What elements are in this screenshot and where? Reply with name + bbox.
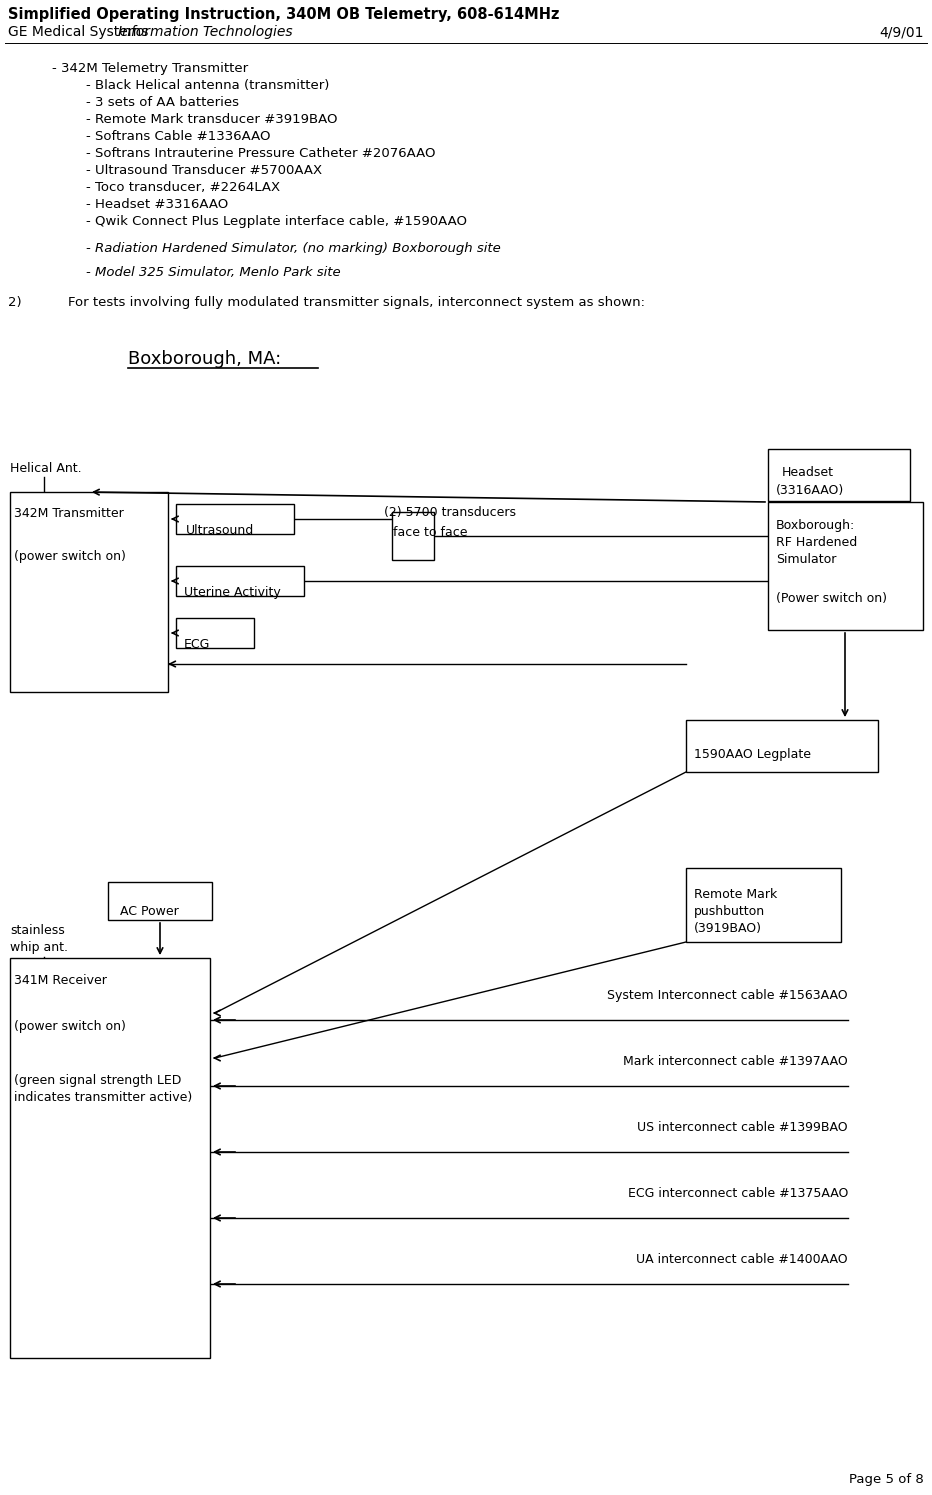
Text: Mark interconnect cable #1397AAO: Mark interconnect cable #1397AAO: [624, 1055, 848, 1067]
Text: - Toco transducer, #2264LAX: - Toco transducer, #2264LAX: [52, 181, 281, 194]
Text: - Model 325 Simulator, Menlo Park site: - Model 325 Simulator, Menlo Park site: [52, 266, 340, 280]
Text: Boxborough, MA:: Boxborough, MA:: [128, 350, 281, 368]
Bar: [176, 504, 294, 534]
Text: Headset: Headset: [782, 466, 834, 478]
Text: - Softrans Intrauterine Pressure Catheter #2076AAO: - Softrans Intrauterine Pressure Cathete…: [52, 147, 435, 160]
Text: 341M Receiver: 341M Receiver: [14, 975, 107, 987]
Text: indicates transmitter active): indicates transmitter active): [14, 1091, 192, 1103]
Bar: [10, 492, 168, 692]
Text: RF Hardened: RF Hardened: [776, 537, 857, 549]
Text: - Radiation Hardened Simulator, (no marking) Boxborough site: - Radiation Hardened Simulator, (no mark…: [52, 242, 500, 256]
Text: Helical Ant.: Helical Ant.: [10, 462, 82, 475]
Text: (3316AAO): (3316AAO): [776, 484, 844, 496]
Text: Uterine Activity: Uterine Activity: [184, 586, 281, 599]
Text: (3919BAO): (3919BAO): [694, 922, 762, 934]
Text: Simulator: Simulator: [776, 553, 836, 567]
Text: 1590AAO Legplate: 1590AAO Legplate: [694, 748, 811, 761]
Text: 2): 2): [8, 296, 21, 309]
Text: - Remote Mark transducer #3919BAO: - Remote Mark transducer #3919BAO: [52, 114, 337, 126]
Text: (green signal strength LED: (green signal strength LED: [14, 1073, 182, 1087]
Text: ECG interconnect cable #1375AAO: ECG interconnect cable #1375AAO: [627, 1187, 848, 1200]
Text: 342M Transmitter: 342M Transmitter: [14, 507, 124, 520]
Text: - 342M Telemetry Transmitter: - 342M Telemetry Transmitter: [52, 61, 248, 75]
Text: - Softrans Cable #1336AAO: - Softrans Cable #1336AAO: [52, 130, 270, 144]
Bar: [686, 869, 841, 942]
Text: US interconnect cable #1399BAO: US interconnect cable #1399BAO: [637, 1121, 848, 1135]
Bar: [392, 511, 434, 561]
Text: - Qwik Connect Plus Legplate interface cable, #1590AAO: - Qwik Connect Plus Legplate interface c…: [52, 215, 467, 229]
Text: stainless: stainless: [10, 924, 64, 937]
Text: Remote Mark: Remote Mark: [694, 888, 777, 901]
Text: - Ultrasound Transducer #5700AAX: - Ultrasound Transducer #5700AAX: [52, 164, 322, 176]
Bar: [686, 721, 878, 771]
Bar: [768, 448, 910, 501]
Text: Information Technologies: Information Technologies: [118, 25, 293, 39]
Text: - Headset #3316AAO: - Headset #3316AAO: [52, 197, 228, 211]
Text: - 3 sets of AA batteries: - 3 sets of AA batteries: [52, 96, 239, 109]
Bar: [176, 617, 254, 647]
Text: 4/9/01: 4/9/01: [880, 25, 924, 39]
Text: face to face: face to face: [393, 526, 468, 540]
Text: System Interconnect cable #1563AAO: System Interconnect cable #1563AAO: [608, 990, 848, 1002]
Bar: [768, 502, 923, 629]
Text: (power switch on): (power switch on): [14, 1020, 126, 1033]
Text: UA interconnect cable #1400AAO: UA interconnect cable #1400AAO: [637, 1253, 848, 1266]
Text: For tests involving fully modulated transmitter signals, interconnect system as : For tests involving fully modulated tran…: [68, 296, 645, 309]
Text: Page 5 of 8: Page 5 of 8: [849, 1473, 924, 1486]
Text: whip ant.: whip ant.: [10, 940, 68, 954]
Text: Boxborough:: Boxborough:: [776, 519, 856, 532]
Bar: [10, 958, 210, 1357]
Bar: [108, 882, 212, 919]
Text: (2) 5700 transducers: (2) 5700 transducers: [384, 505, 516, 519]
Text: (power switch on): (power switch on): [14, 550, 126, 564]
Text: pushbutton: pushbutton: [694, 904, 765, 918]
Text: ECG: ECG: [184, 638, 211, 650]
Text: (Power switch on): (Power switch on): [776, 592, 887, 605]
Text: GE Medical Systems: GE Medical Systems: [8, 25, 153, 39]
Text: Ultrasound: Ultrasound: [186, 525, 254, 537]
Text: Simplified Operating Instruction, 340M OB Telemetry, 608-614MHz: Simplified Operating Instruction, 340M O…: [8, 7, 559, 22]
Text: - Black Helical antenna (transmitter): - Black Helical antenna (transmitter): [52, 79, 329, 93]
Bar: [176, 567, 304, 597]
Text: AC Power: AC Power: [120, 904, 179, 918]
